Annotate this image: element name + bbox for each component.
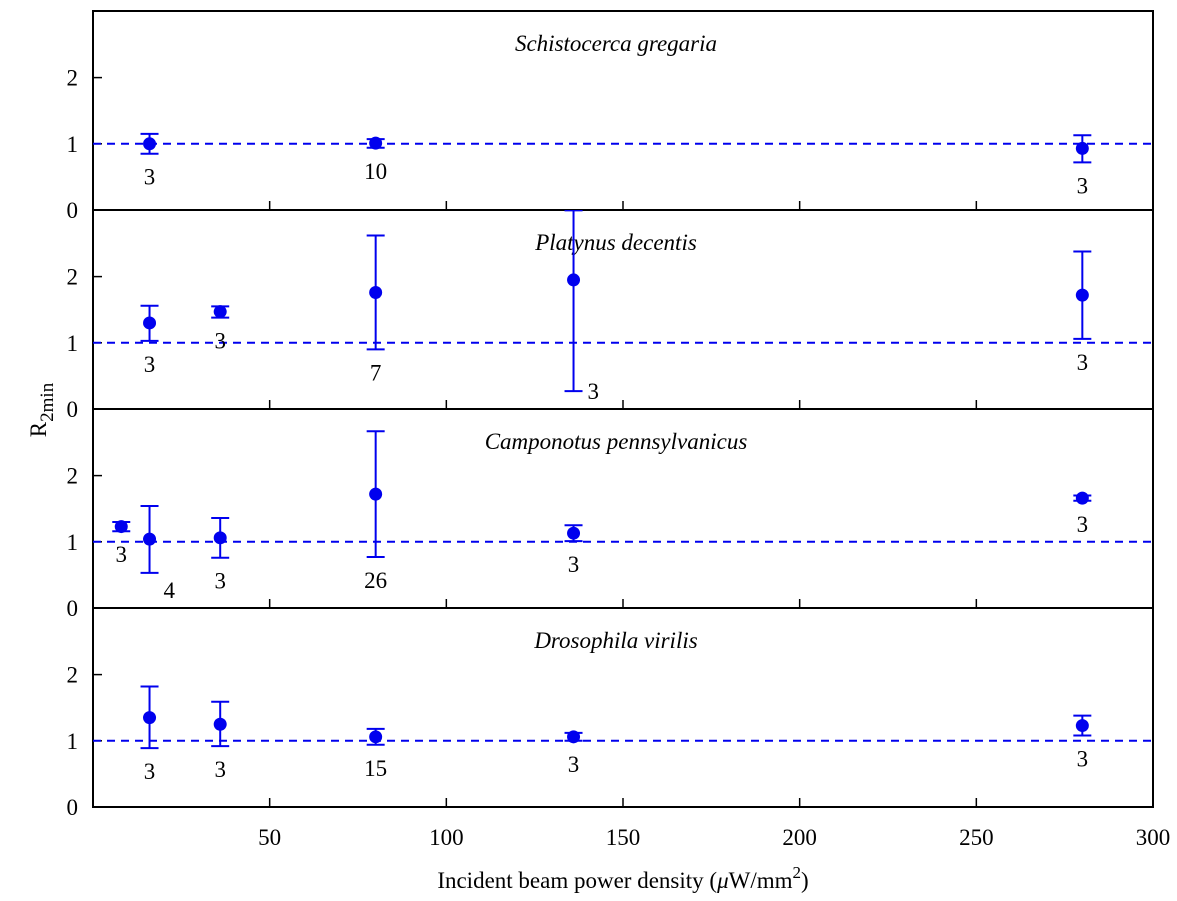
data-point-group [140,132,159,155]
data-point [143,137,157,151]
data-point-group [366,234,385,351]
y-tick-label: 1 [67,729,79,754]
panel-3: 0 1 2 Camponotus pennsylvanicus 3 4 3 26 3 3 [67,408,1154,621]
x-axis-label-mu: μ [716,868,729,893]
data-point [1075,288,1089,302]
data-point-group [1073,250,1092,340]
sample-count-label: 3 [568,552,580,577]
y-tick-label: 0 [67,795,79,820]
panel-1: 0 1 2 Schistocerca gregaria 3 10 3 [67,10,1154,223]
data-point-group [140,505,159,574]
y-tick-label: 2 [67,464,79,489]
y-axis-label-main: R [26,421,51,437]
sample-count-label: 3 [214,329,226,354]
data-point-group [1073,134,1092,164]
sample-count-label: 4 [164,578,176,603]
data-point [213,717,227,731]
data-point-group [564,730,583,744]
data-point [567,526,581,540]
y-tick-label: 2 [67,265,79,290]
sample-count-label: 3 [1077,173,1089,198]
data-point [143,711,157,725]
data-point [143,532,157,546]
data-point-group [1073,491,1092,505]
data-point [213,305,227,319]
y-tick-label: 0 [67,397,79,422]
panel-title: Platynus decentis [534,230,697,255]
panel-2: 0 1 2 Platynus decentis 3 3 7 3 3 [67,209,1154,422]
data-point [369,487,383,501]
data-point-group [140,685,159,750]
y-tick-label: 2 [67,66,79,91]
sample-count-label: 3 [588,379,600,404]
data-point-group [366,430,385,559]
panel-title: Camponotus pennsylvanicus [485,429,748,454]
panel-title: Schistocerca gregaria [515,31,717,56]
x-tick-label: 50 [258,825,281,850]
x-axis-label-close: ) [801,868,809,893]
data-point-group [1073,714,1092,737]
data-point-group [366,727,385,746]
y-tick-label: 0 [67,198,79,223]
sample-count-label: 3 [116,542,128,567]
data-point [567,273,581,287]
data-point [369,136,383,150]
x-tick-label: 150 [606,825,641,850]
sample-count-label: 3 [1077,747,1089,772]
sample-count-label: 10 [364,159,387,184]
data-point-group [211,516,230,559]
y-tick-label: 1 [67,530,79,555]
x-tick-label: 300 [1136,825,1171,850]
data-point-group [564,524,583,543]
y-tick-label: 2 [67,663,79,688]
panel-4: 0 1 2 Drosophila virilis 3 3 15 3 3 [67,607,1154,820]
x-axis-label-superscript: 2 [793,863,802,882]
y-tick-label: 1 [67,132,79,157]
data-point-group [112,520,131,534]
data-point [213,531,227,545]
sample-count-label: 3 [568,752,580,777]
sample-count-label: 3 [144,352,156,377]
y-tick-label: 1 [67,331,79,356]
data-point [369,730,383,744]
y-axis-label-subscript: 2min [37,382,58,422]
x-axis-tick-labels: 50 100 150 200 250 300 [258,825,1170,850]
data-point-group [211,700,230,748]
data-point [1075,491,1089,505]
x-axis-label-unit: W/mm [729,868,793,893]
panel-title: Drosophila virilis [533,628,697,653]
y-tick-label: 0 [67,596,79,621]
data-point-group [140,304,159,342]
sample-count-label: 3 [144,165,156,190]
sample-count-label: 3 [1077,512,1089,537]
x-axis-label: Incident beam power density (μW/mm2) [437,863,808,893]
data-point [114,520,128,534]
data-point [567,730,581,744]
x-tick-label: 100 [429,825,464,850]
x-axis-label-main: Incident beam power density ( [437,868,717,893]
data-point [143,316,157,330]
x-tick-label: 200 [782,825,817,850]
data-point [1075,141,1089,155]
x-tick-label: 250 [959,825,994,850]
data-point-group [564,210,583,393]
sample-count-label: 3 [1077,350,1089,375]
data-point [1075,719,1089,733]
sample-count-label: 3 [214,757,226,782]
y-axis-label: R2min [26,382,58,437]
sample-count-label: 3 [214,569,226,594]
sample-count-label: 3 [144,759,156,784]
sample-count-label: 15 [364,756,387,781]
data-point [369,285,383,299]
data-point-group [366,136,385,150]
sample-count-label: 26 [364,568,387,593]
data-point-group [211,305,230,319]
sample-count-label: 7 [370,360,382,385]
